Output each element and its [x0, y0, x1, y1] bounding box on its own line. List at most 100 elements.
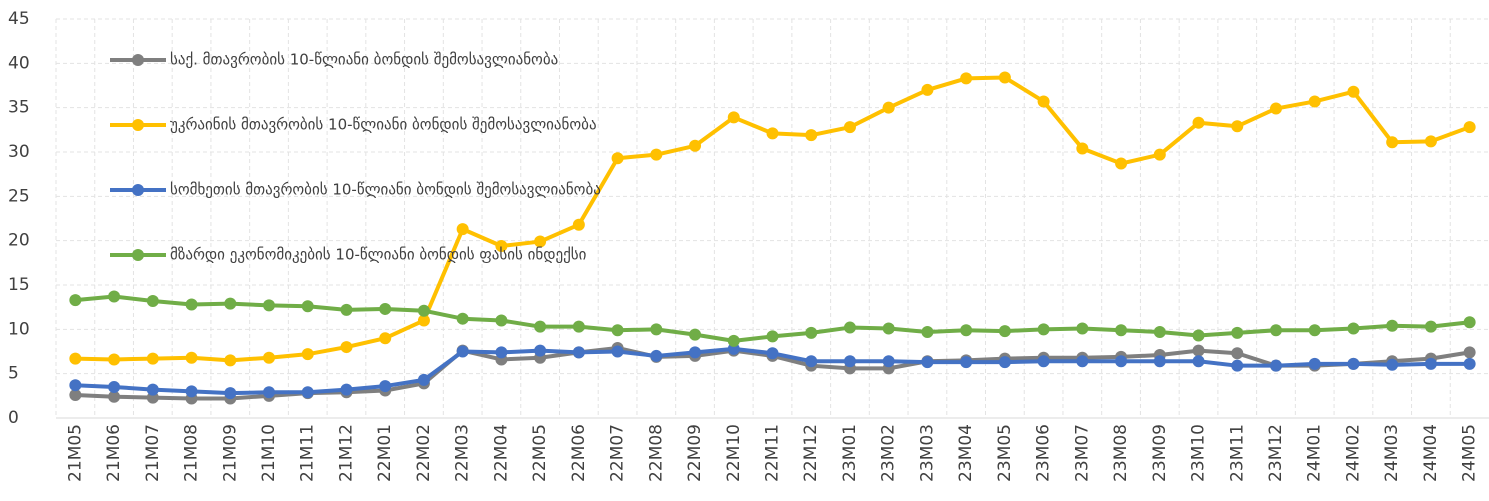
data-point — [998, 325, 1011, 338]
x-tick-label: 22M09 — [685, 424, 705, 482]
y-tick-label: 40 — [8, 53, 30, 73]
data-point — [69, 379, 82, 392]
data-point — [1192, 116, 1205, 129]
data-point — [1037, 323, 1050, 336]
x-tick-label: 23M02 — [879, 424, 899, 482]
data-point — [1115, 157, 1128, 170]
data-point — [766, 127, 779, 140]
data-point — [224, 354, 237, 367]
data-point — [456, 312, 469, 325]
data-point — [146, 352, 159, 365]
data-point — [1386, 136, 1399, 149]
x-tick-label: 22M04 — [491, 424, 511, 482]
y-tick-label: 35 — [8, 98, 30, 118]
data-point — [1076, 355, 1089, 368]
x-tick-label: 21M09 — [220, 424, 240, 482]
data-point — [534, 344, 547, 357]
y-tick-label: 10 — [8, 319, 30, 339]
legend-label: მზარდი ეკონომიკების 10-წლიანი ბონდის ფას… — [170, 246, 587, 264]
x-tick-label: 23M12 — [1266, 424, 1286, 482]
data-point — [108, 380, 121, 393]
data-point — [1424, 320, 1437, 333]
x-tick-label: 24M04 — [1421, 424, 1441, 482]
data-point — [534, 235, 547, 248]
data-point — [495, 314, 508, 327]
x-tick-label: 22M06 — [569, 424, 589, 482]
legend-label: უკრაინის მთავრობის 10-წლიანი ბონდის შემო… — [170, 116, 597, 134]
y-tick-label: 30 — [8, 142, 30, 162]
data-point — [1076, 142, 1089, 155]
x-tick-label: 22M03 — [453, 424, 473, 482]
data-point — [69, 294, 82, 307]
x-tick-label: 23M01 — [840, 424, 860, 482]
data-point — [960, 324, 973, 337]
x-tick-label: 21M10 — [259, 424, 279, 482]
legend-label: საქ. მთავრობის 10-წლიანი ბონდის შემოსავლ… — [170, 51, 558, 69]
data-point — [843, 321, 856, 334]
x-tick-label: 22M05 — [530, 424, 550, 482]
x-tick-label: 23M10 — [1189, 424, 1209, 482]
x-tick-label: 23M05 — [995, 424, 1015, 482]
data-point — [379, 302, 392, 315]
data-point — [572, 320, 585, 333]
x-tick-label: 22M01 — [375, 424, 395, 482]
legend-marker — [132, 249, 144, 261]
data-point — [379, 332, 392, 345]
data-point — [69, 352, 82, 365]
y-tick-label: 0 — [8, 408, 19, 428]
x-tick-label: 23M06 — [1034, 424, 1054, 482]
data-point — [417, 373, 430, 386]
data-point — [689, 139, 702, 152]
data-point — [998, 356, 1011, 369]
data-point — [650, 148, 663, 161]
data-point — [805, 129, 818, 142]
data-point — [1231, 326, 1244, 339]
data-point — [1037, 355, 1050, 368]
x-tick-label: 22M10 — [724, 424, 744, 482]
x-tick-label: 22M12 — [801, 424, 821, 482]
data-point — [1269, 102, 1282, 115]
data-point — [534, 320, 547, 333]
data-point — [650, 349, 663, 362]
x-tick-label: 21M06 — [104, 424, 124, 482]
y-tick-label: 25 — [8, 186, 30, 206]
data-point — [650, 323, 663, 336]
data-point — [727, 111, 740, 124]
x-tick-label: 23M08 — [1111, 424, 1131, 482]
data-point — [263, 299, 276, 312]
data-point — [689, 328, 702, 341]
x-tick-label: 23M07 — [1072, 424, 1092, 482]
data-point — [379, 380, 392, 393]
data-point — [805, 326, 818, 339]
data-point — [108, 290, 121, 303]
data-point — [1347, 85, 1360, 98]
data-point — [921, 356, 934, 369]
data-point — [882, 101, 895, 114]
y-tick-label: 15 — [8, 275, 30, 295]
x-tick-label: 23M11 — [1227, 424, 1247, 482]
data-point — [417, 314, 430, 327]
x-tick-label: 24M01 — [1305, 424, 1325, 482]
data-point — [1463, 316, 1476, 329]
data-point — [998, 71, 1011, 84]
data-point — [224, 297, 237, 310]
data-point — [572, 218, 585, 231]
data-point — [108, 390, 121, 403]
x-tick-label: 22M02 — [414, 424, 434, 482]
data-point — [882, 355, 895, 368]
data-point — [1231, 359, 1244, 372]
data-point — [1115, 324, 1128, 337]
legend-marker — [132, 54, 144, 66]
data-point — [611, 345, 624, 358]
data-point — [1463, 121, 1476, 134]
data-point — [263, 386, 276, 399]
data-point — [572, 346, 585, 359]
data-point — [611, 152, 624, 165]
data-point — [1308, 324, 1321, 337]
data-point — [456, 223, 469, 236]
data-point — [1347, 322, 1360, 335]
data-point — [611, 324, 624, 337]
data-point — [1115, 355, 1128, 368]
data-point — [1192, 344, 1205, 357]
x-tick-label: 21M08 — [182, 424, 202, 482]
